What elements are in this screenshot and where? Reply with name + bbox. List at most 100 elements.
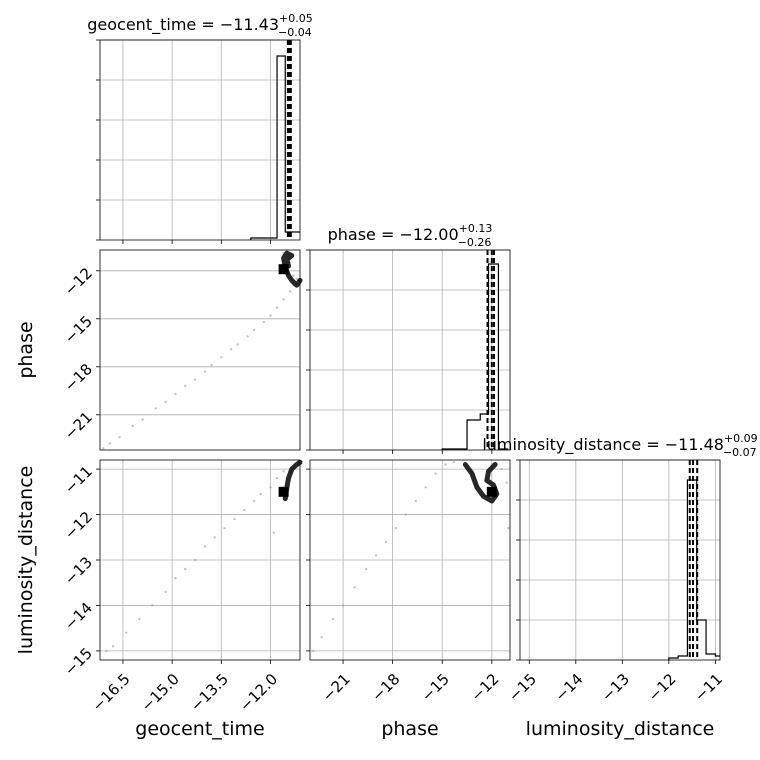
scatter-point bbox=[213, 536, 216, 539]
hist-title-upper-err: +0.09 bbox=[724, 432, 758, 445]
scatter-point bbox=[282, 298, 285, 301]
scatter-point bbox=[223, 526, 226, 530]
scatter-point bbox=[262, 320, 266, 324]
x-tick-label: −16.5 bbox=[88, 670, 133, 715]
truth-marker bbox=[278, 486, 289, 497]
scatter-point bbox=[505, 481, 508, 484]
scatter-point bbox=[243, 508, 246, 512]
scatter-point bbox=[252, 499, 256, 503]
density-curve bbox=[462, 462, 500, 504]
scatter-point bbox=[111, 645, 115, 648]
x-axis-label: luminosity_distance bbox=[526, 718, 715, 740]
scatter-point bbox=[118, 436, 121, 439]
hist-frame-1 bbox=[309, 249, 511, 451]
x-tick-label: −14 bbox=[551, 670, 586, 705]
hist-title-upper-err: +0.05 bbox=[279, 12, 313, 25]
y-axis-label: phase bbox=[15, 321, 37, 378]
scatter-point bbox=[288, 290, 292, 293]
histogram-step bbox=[250, 55, 300, 240]
scatter-point bbox=[252, 328, 256, 332]
scatter-point bbox=[141, 418, 144, 421]
scatter-point bbox=[210, 364, 213, 367]
scatter-point bbox=[414, 499, 417, 503]
scatter-point bbox=[331, 617, 335, 621]
scatter-point bbox=[434, 472, 437, 475]
hist-title: phase = −12.00+0.13 bbox=[328, 222, 493, 244]
x-tick-label: −12 bbox=[467, 670, 502, 705]
scatter-point bbox=[275, 476, 279, 480]
x-tick-label: −18 bbox=[368, 670, 403, 705]
scatter-point bbox=[384, 540, 388, 544]
scatter-point bbox=[102, 447, 105, 450]
hist-title-upper-err: +0.13 bbox=[459, 222, 493, 235]
x-tick-label: −15 bbox=[418, 670, 453, 705]
scatter-point bbox=[193, 558, 197, 562]
scatter-frame-5 bbox=[309, 459, 511, 661]
scatter-point bbox=[105, 649, 108, 653]
scatter-point bbox=[394, 526, 398, 530]
y-tick-label: −18 bbox=[61, 360, 96, 395]
histogram-step bbox=[441, 263, 509, 450]
hist-frame-0 bbox=[99, 39, 301, 241]
truth-marker bbox=[278, 264, 289, 275]
x-tick-label: −21 bbox=[319, 670, 354, 705]
scatter-point bbox=[229, 348, 233, 351]
scatter-point bbox=[444, 463, 447, 466]
hist-title-value: geocent_time = −11.43 bbox=[87, 15, 279, 35]
histogram-step bbox=[668, 479, 720, 660]
scatter-point bbox=[295, 277, 298, 280]
scatter-point bbox=[203, 545, 207, 548]
scatter-point bbox=[151, 604, 154, 607]
x-tick-label: −12 bbox=[644, 670, 679, 705]
scatter-point bbox=[233, 517, 236, 521]
scatter-point bbox=[236, 343, 239, 346]
x-tick-label: −11 bbox=[691, 670, 726, 705]
x-axis-label: geocent_time bbox=[135, 718, 264, 740]
y-tick-label: −14 bbox=[61, 599, 96, 634]
x-tick-label: −15.0 bbox=[138, 670, 183, 715]
scatter-point bbox=[138, 617, 141, 621]
scatter-point bbox=[374, 554, 378, 557]
scatter-point bbox=[364, 567, 368, 571]
scatter-point bbox=[269, 314, 272, 317]
scatter-point bbox=[500, 467, 503, 471]
x-axis-label: phase bbox=[381, 718, 438, 740]
y-tick-label: −13 bbox=[61, 553, 96, 588]
hist-title-value: luminosity_distance = −11.48 bbox=[482, 435, 724, 455]
y-tick-label: −15 bbox=[61, 312, 96, 347]
scatter-point bbox=[292, 274, 295, 277]
hist-title-value: phase = −12.00 bbox=[328, 225, 459, 244]
scatter-point bbox=[282, 470, 285, 473]
y-tick-label: −11 bbox=[61, 462, 96, 497]
hist-title-lower-err: −0.04 bbox=[278, 26, 312, 39]
hist-title: luminosity_distance = −11.48+0.09 bbox=[482, 432, 757, 455]
x-tick-label: −12.0 bbox=[236, 670, 281, 715]
scatter-point bbox=[184, 384, 187, 388]
y-tick-label: −15 bbox=[61, 644, 96, 679]
scatter-point bbox=[312, 649, 315, 653]
scatter-frame-4 bbox=[99, 459, 301, 661]
scatter-frame-3 bbox=[99, 249, 301, 451]
hist-title: geocent_time = −11.43+0.05 bbox=[87, 12, 313, 35]
y-tick-label: −21 bbox=[61, 408, 96, 443]
scatter-point bbox=[353, 586, 356, 589]
y-axis-label: luminosity_distance bbox=[15, 466, 37, 655]
scatter-point bbox=[184, 567, 187, 571]
scatter-point bbox=[341, 604, 345, 607]
scatter-point bbox=[220, 356, 223, 359]
scatter-point bbox=[452, 461, 456, 464]
scatter-point bbox=[125, 631, 128, 634]
y-tick-label: −12 bbox=[61, 264, 96, 299]
hist-title-lower-err: −0.26 bbox=[458, 236, 492, 249]
scatter-point bbox=[174, 576, 177, 580]
scatter-point bbox=[259, 492, 262, 496]
x-tick-label: −13 bbox=[598, 670, 633, 705]
x-tick-label: −15 bbox=[505, 670, 540, 705]
y-tick-label: −12 bbox=[61, 508, 96, 543]
scatter-point bbox=[269, 486, 272, 489]
scatter-point bbox=[275, 306, 279, 309]
hist-frame-2 bbox=[519, 459, 721, 661]
scatter-point bbox=[320, 636, 323, 639]
scatter-point bbox=[424, 486, 427, 489]
